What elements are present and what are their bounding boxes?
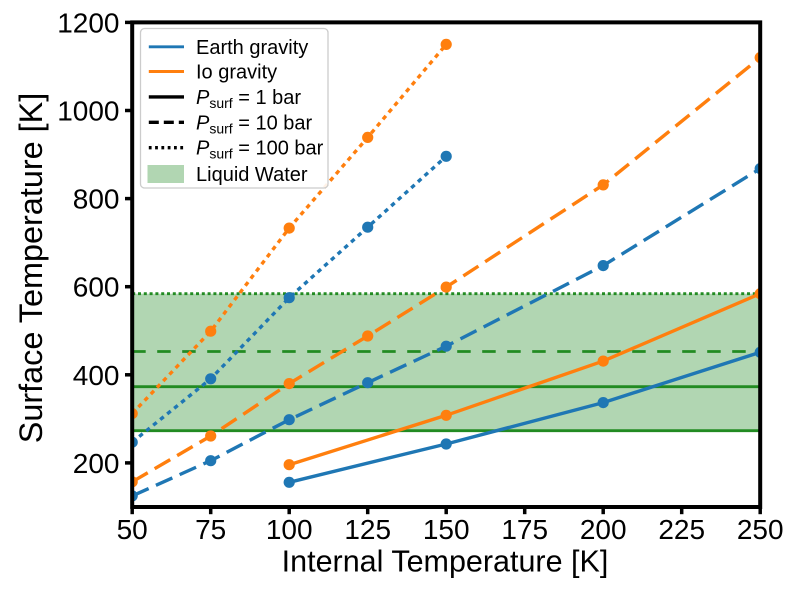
svg-text:225: 225: [658, 514, 705, 545]
svg-text:Psurf = 1 bar: Psurf = 1 bar: [196, 87, 301, 111]
svg-text:800: 800: [73, 184, 120, 215]
svg-text:75: 75: [195, 514, 226, 545]
svg-text:100: 100: [266, 514, 313, 545]
svg-text:150: 150: [423, 514, 470, 545]
svg-text:200: 200: [580, 514, 627, 545]
svg-text:Io gravity: Io gravity: [196, 62, 277, 84]
svg-text:Internal Temperature [K]: Internal Temperature [K]: [282, 545, 609, 579]
svg-text:1000: 1000: [57, 96, 119, 127]
svg-text:Psurf = 10 bar: Psurf = 10 bar: [196, 112, 313, 136]
svg-text:200: 200: [73, 448, 120, 479]
svg-text:50: 50: [117, 514, 148, 545]
svg-text:1200: 1200: [57, 7, 119, 38]
svg-text:Liquid Water: Liquid Water: [196, 164, 308, 186]
svg-text:Earth gravity: Earth gravity: [196, 37, 308, 59]
svg-text:400: 400: [73, 360, 120, 391]
svg-text:250: 250: [737, 514, 784, 545]
svg-text:Surface Temperature [K]: Surface Temperature [K]: [13, 93, 49, 443]
svg-text:600: 600: [73, 272, 120, 303]
svg-text:175: 175: [501, 514, 548, 545]
svg-text:Psurf = 100 bar: Psurf = 100 bar: [196, 138, 324, 162]
svg-text:125: 125: [344, 514, 391, 545]
